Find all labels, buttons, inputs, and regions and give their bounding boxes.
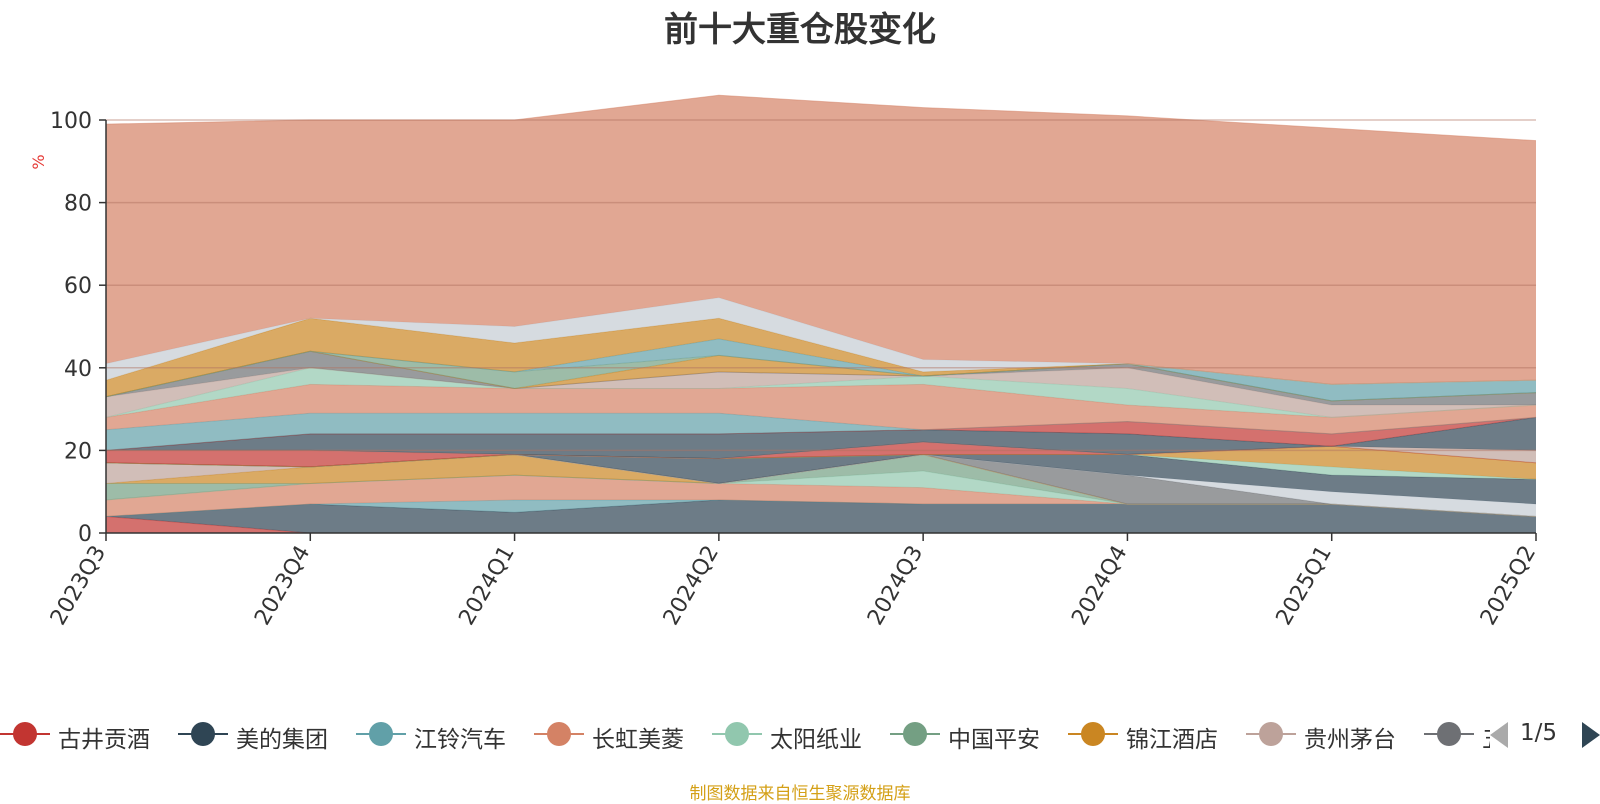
area-series-21: [106, 351, 1536, 405]
area-series-18: [106, 384, 1536, 434]
legend-dot-icon: [725, 722, 749, 746]
legend-label: 锦江酒店: [1126, 727, 1218, 753]
legend-label: 贵州茅台: [1304, 727, 1396, 753]
y-axis-unit-label: %: [29, 154, 48, 169]
area-series-19: [106, 367, 1536, 418]
y-tick-label-0: 0: [78, 522, 92, 547]
area-series-3: [106, 475, 1536, 517]
chart-legend: 古井贡酒美的集团江铃汽车长虹美菱太阳纸业中国平安锦江酒店贵州茅台五: [0, 712, 1600, 756]
x-tick-label-7: 2025Q2: [1476, 542, 1541, 630]
area-edge-27: [105, 94, 1537, 142]
area-series-24: [106, 338, 1536, 401]
legend-dot-icon: [191, 722, 215, 746]
area-series-15: [106, 417, 1536, 459]
x-tick-label-5: 2024Q4: [1067, 542, 1132, 630]
chart-title: 前十大重仓股变化: [664, 10, 936, 50]
pager-page-indicator: 1/5: [1520, 720, 1558, 746]
data-source-note: 制图数据来自恒生聚源数据库: [689, 784, 911, 804]
area-series-17: [106, 413, 1536, 451]
legend-pager: 1/5: [1490, 712, 1600, 756]
area-series-13: [106, 442, 1536, 467]
area-series-26: [106, 297, 1536, 385]
legend-label: 中国平安: [948, 727, 1040, 753]
area-series-16: [106, 417, 1536, 451]
x-tick-label-0: 2023Q3: [46, 542, 111, 630]
x-tick-label-1: 2023Q4: [250, 542, 315, 630]
legend-label: 古井贡酒: [58, 727, 150, 753]
x-tick-label-3: 2024Q2: [659, 542, 724, 630]
area-series-4: [106, 471, 1536, 517]
legend-dot-icon: [547, 722, 571, 746]
area-series-10: [106, 454, 1536, 505]
y-tick-label-3: 60: [64, 274, 92, 299]
legend-dot-icon: [1081, 722, 1105, 746]
stacked-area-chart: 0 20 40 60 80 100% 2023Q3 2023Q4 2024Q1 2024Q2 202…: [29, 94, 1541, 630]
x-tick-label-4: 2024Q3: [863, 542, 928, 630]
legend-dot-icon: [13, 722, 37, 746]
y-tick-label-5: 100: [50, 109, 92, 134]
area-series-1: [106, 499, 1536, 533]
area-series-25: [106, 318, 1536, 397]
pager-next-icon[interactable]: [1582, 722, 1600, 748]
area-series-11: [106, 454, 1536, 480]
legend-label: 江铃汽车: [414, 727, 506, 753]
x-tick-label-2: 2024Q1: [454, 542, 519, 630]
area-series-27: [106, 95, 1536, 385]
area-series-6: [106, 454, 1536, 517]
legend-label: 长虹美菱: [592, 727, 684, 753]
legend-label: 美的集团: [236, 727, 328, 753]
legend-label: 太阳纸业: [770, 727, 862, 753]
pager-prev-icon[interactable]: [1490, 722, 1508, 748]
legend-dot-icon: [1259, 722, 1283, 746]
area-series-8: [106, 454, 1536, 517]
legend-dot-icon: [903, 722, 927, 746]
legend-dot-icon: [1437, 722, 1461, 746]
legend-dot-icon: [369, 722, 393, 746]
area-series-20: [106, 367, 1536, 418]
area-series-2: [106, 499, 1536, 517]
area-series-0: [106, 516, 1536, 533]
area-series-12: [106, 446, 1536, 480]
y-tick-label-2: 40: [64, 357, 92, 382]
y-tick-label-1: 20: [64, 439, 92, 464]
y-tick-label-4: 80: [64, 192, 92, 217]
x-tick-label-6: 2025Q1: [1272, 542, 1337, 630]
